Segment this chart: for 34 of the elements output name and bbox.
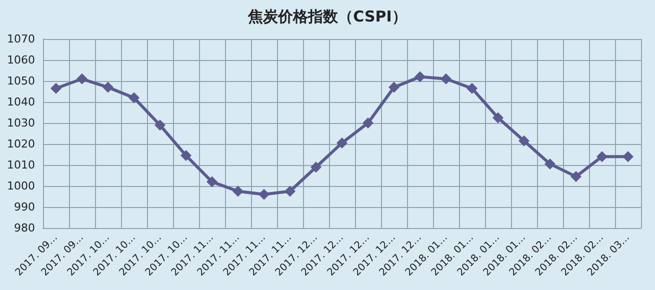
y-tick-label: 1070 — [7, 32, 35, 46]
point — [206, 176, 218, 188]
y-tick-label: 990 — [14, 200, 35, 214]
y-tick-label: 1050 — [7, 74, 35, 88]
point — [50, 82, 62, 94]
point — [128, 92, 140, 104]
point — [362, 118, 374, 128]
point — [518, 135, 530, 146]
point — [466, 82, 478, 94]
y-tick-label: 1010 — [7, 158, 35, 172]
y-tick-label: 980 — [14, 222, 35, 234]
y-tick-label: 1040 — [7, 96, 35, 108]
point — [570, 171, 582, 182]
point — [336, 137, 348, 148]
y-tick-label: 1060 — [7, 54, 35, 66]
y-tick-label: 1020 — [7, 138, 35, 150]
point — [154, 120, 166, 131]
point — [258, 188, 270, 200]
point — [440, 73, 452, 84]
point — [596, 151, 608, 162]
y-tick-label: 1000 — [7, 180, 35, 192]
y-tick-label: 1030 — [7, 116, 35, 130]
point — [76, 73, 88, 84]
chart-title: 焦炭价格指数（CSPI） — [247, 8, 407, 26]
point — [310, 162, 322, 173]
point — [414, 71, 426, 82]
point — [544, 158, 556, 170]
point — [622, 151, 634, 162]
point — [180, 150, 192, 162]
point — [232, 186, 244, 197]
point — [492, 112, 504, 124]
point — [102, 82, 114, 93]
point — [388, 82, 400, 93]
point — [284, 186, 296, 197]
